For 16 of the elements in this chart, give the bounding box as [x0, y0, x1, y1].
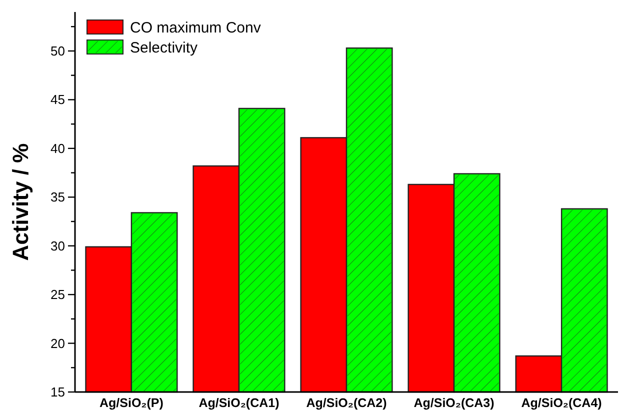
x-tick-label: Ag/SiO₂(P) [100, 396, 164, 410]
y-tick-label: 20 [50, 336, 65, 351]
x-tick-label: Ag/SiO₂(CA4) [521, 396, 602, 410]
y-tick-label: 45 [50, 92, 65, 108]
x-tick-label: Ag/SiO₂(CA1) [198, 396, 280, 410]
y-tick-label: 50 [50, 44, 65, 59]
legend-label: Selectivity [130, 39, 198, 56]
y-tick-label: 35 [50, 190, 65, 205]
y-tick-label: 40 [50, 140, 65, 156]
legend-label: CO maximum Conv [130, 19, 262, 36]
x-tick-label: Ag/SiO₂(CA3) [414, 396, 494, 410]
y-tick-label: 15 [50, 384, 65, 400]
x-tick-label: Ag/SiO₂(CA2) [306, 396, 387, 410]
y-axis-title: Activity / % [8, 143, 33, 261]
y-tick-label: 30 [50, 238, 65, 254]
y-tick-label: 25 [50, 287, 65, 302]
